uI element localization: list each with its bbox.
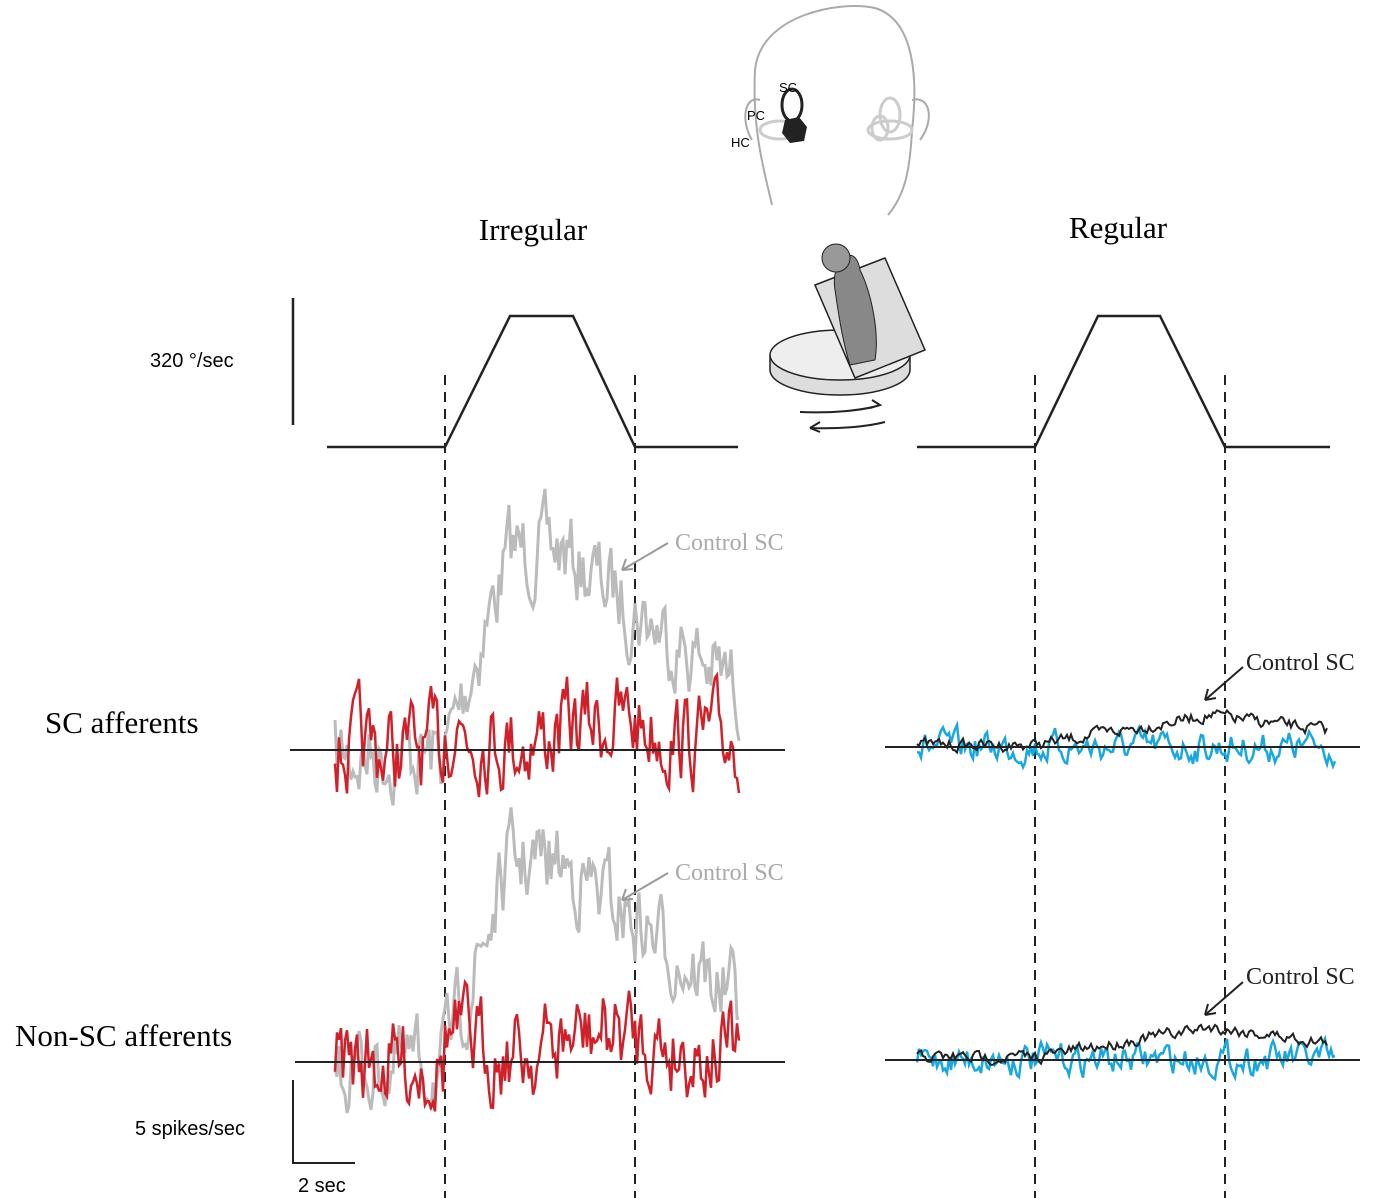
- row-label: SC afferents: [45, 705, 199, 740]
- velocity-scale: 320 °/sec: [150, 350, 234, 372]
- annotation: Control SC: [1246, 964, 1355, 990]
- row-label: Non-SC afferents: [15, 1018, 232, 1053]
- traces: [333, 488, 1337, 1114]
- scale-label: 5 spikes/sec: [135, 1118, 245, 1140]
- trace: [916, 1023, 1328, 1066]
- dashed-line: [444, 375, 1226, 1198]
- canal-label: PC: [747, 108, 765, 123]
- column-title: Irregular: [479, 212, 588, 247]
- column-title: Regular: [1069, 210, 1168, 245]
- canal-label: SC: [779, 80, 797, 95]
- head-outline: [744, 5, 930, 216]
- trace: [916, 708, 1328, 755]
- velocity-profile: [291, 298, 1330, 449]
- annotation: Control SC: [675, 530, 784, 556]
- canal-blob: [782, 117, 807, 143]
- scale-label: 2 sec: [298, 1175, 346, 1197]
- trace: [333, 671, 741, 798]
- annotation: Control SC: [675, 860, 784, 886]
- annotation: Control SC: [1246, 650, 1355, 676]
- arrow: [621, 542, 1244, 1016]
- scale-bar: [292, 1080, 355, 1164]
- trace: [915, 1034, 1336, 1082]
- canal-label: HC: [731, 135, 750, 150]
- turntable: [769, 243, 926, 433]
- trace: [333, 978, 741, 1112]
- trace: [916, 720, 1337, 771]
- baseline: [290, 746, 1360, 1063]
